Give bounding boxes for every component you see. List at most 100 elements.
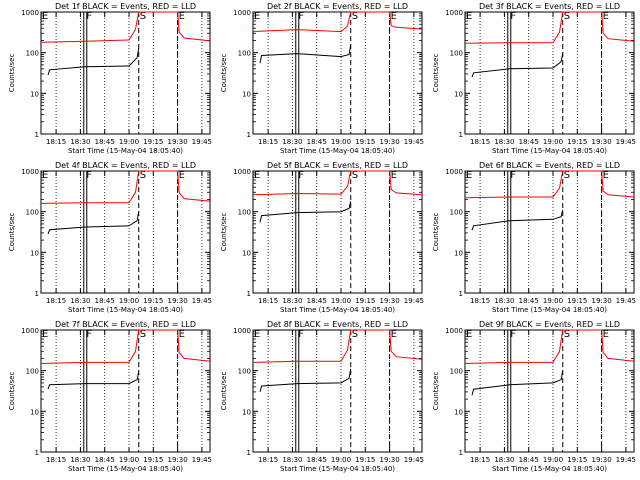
marker-label: E xyxy=(254,11,260,22)
y-tick-label: 1000 xyxy=(21,327,39,335)
marker-label: E xyxy=(391,329,397,340)
x-tick-label: 19:15 xyxy=(143,456,163,464)
marker-label: S xyxy=(352,170,358,181)
marker-label: E xyxy=(603,329,609,340)
x-tick-label: 18:15 xyxy=(46,138,66,146)
panel-6: Det 6f BLACK = Events, RED = LLD 1 10 100 10… xyxy=(432,161,636,314)
x-tick-label: 19:15 xyxy=(567,138,587,146)
plot-frame xyxy=(40,11,211,135)
marker-label: E xyxy=(603,170,609,181)
x-tick-label: 19:15 xyxy=(567,456,587,464)
panel-title: Det 8f BLACK = Events, RED = LLD xyxy=(267,320,408,329)
x-tick-label: 18:45 xyxy=(307,138,327,146)
x-tick-label: 18:15 xyxy=(470,456,490,464)
x-tick-label: 19:30 xyxy=(592,138,612,146)
marker-label: S xyxy=(352,329,358,340)
marker-label: E xyxy=(179,329,185,340)
marker-label: E xyxy=(466,170,472,181)
marker-label: E xyxy=(42,329,48,340)
y-tick-label: 100 xyxy=(238,368,251,376)
marker-label: E xyxy=(42,170,48,181)
x-tick-label: 19:15 xyxy=(355,138,375,146)
x-tick-label: 19:00 xyxy=(119,456,139,464)
marker-label: F xyxy=(86,11,92,22)
x-axis-label: Start Time (15-May-04 18:05:40) xyxy=(492,147,607,155)
x-tick-label: 19:30 xyxy=(380,138,400,146)
x-tick-label: 19:45 xyxy=(404,138,424,146)
x-tick-label: 19:45 xyxy=(192,456,212,464)
x-tick-label: 19:45 xyxy=(404,297,424,305)
y-tick-label: 100 xyxy=(26,368,39,376)
y-tick-label: 100 xyxy=(450,50,463,58)
y-tick-label: 10 xyxy=(30,408,39,416)
panel-1: Det 1f BLACK = Events, RED = LLD 1 10 100 10… xyxy=(8,2,212,155)
y-tick-label: 1 xyxy=(459,131,463,139)
marker-label: E xyxy=(254,170,260,181)
y-tick-label: 100 xyxy=(26,50,39,58)
marker-label: E xyxy=(391,170,397,181)
x-tick-label: 18:45 xyxy=(519,297,539,305)
marker-label: F xyxy=(86,329,92,340)
events-series-line xyxy=(47,47,140,76)
x-tick-label: 18:15 xyxy=(258,297,278,305)
marker-label: S xyxy=(564,329,570,340)
marker-label: E xyxy=(466,329,472,340)
y-axis-label: Counts/sec xyxy=(220,213,228,252)
marker-label: S xyxy=(564,170,570,181)
x-axis-label: Start Time (15-May-04 18:05:40) xyxy=(68,147,183,155)
panel-8: Det 8f BLACK = Events, RED = LLD 1 10 100 10… xyxy=(220,320,424,473)
marker-label: E xyxy=(179,11,185,22)
plot-frame xyxy=(40,329,211,453)
panel-title: Det 9f BLACK = Events, RED = LLD xyxy=(479,320,620,329)
y-tick-label: 10 xyxy=(242,249,251,257)
x-tick-label: 19:00 xyxy=(543,456,563,464)
x-axis-label: Start Time (15-May-04 18:05:40) xyxy=(492,306,607,314)
lld-series-line xyxy=(464,11,635,44)
lld-series-line xyxy=(464,329,635,364)
marker-label: F xyxy=(298,170,304,181)
x-tick-label: 19:45 xyxy=(404,456,424,464)
y-tick-label: 1 xyxy=(35,131,39,139)
y-tick-label: 1 xyxy=(247,290,251,298)
x-tick-label: 18:30 xyxy=(282,138,302,146)
x-tick-label: 19:00 xyxy=(119,297,139,305)
x-tick-label: 19:00 xyxy=(331,297,351,305)
panel-title: Det 6f BLACK = Events, RED = LLD xyxy=(479,161,620,170)
x-tick-label: 19:15 xyxy=(143,297,163,305)
lld-series-line xyxy=(40,170,211,204)
x-tick-label: 18:45 xyxy=(95,297,115,305)
x-axis-label: Start Time (15-May-04 18:05:40) xyxy=(492,465,607,473)
y-axis-label: Counts/sec xyxy=(432,54,440,93)
y-tick-label: 1000 xyxy=(233,9,251,17)
y-axis-label: Counts/sec xyxy=(220,372,228,411)
y-tick-label: 1000 xyxy=(445,327,463,335)
marker-label: E xyxy=(466,11,472,22)
x-tick-label: 18:15 xyxy=(258,138,278,146)
lld-series-line xyxy=(252,11,423,33)
y-tick-label: 10 xyxy=(454,90,463,98)
marker-label: E xyxy=(603,11,609,22)
x-tick-label: 18:45 xyxy=(307,297,327,305)
x-tick-label: 19:15 xyxy=(355,456,375,464)
x-tick-label: 18:30 xyxy=(70,138,90,146)
y-axis-label: Counts/sec xyxy=(220,54,228,93)
lld-series-line xyxy=(40,329,211,364)
x-tick-label: 18:30 xyxy=(494,456,514,464)
y-tick-label: 1000 xyxy=(21,168,39,176)
x-tick-label: 18:30 xyxy=(70,456,90,464)
events-series-line xyxy=(47,371,140,390)
plot-frame xyxy=(464,170,635,294)
x-tick-label: 18:30 xyxy=(282,297,302,305)
y-tick-label: 1 xyxy=(247,131,251,139)
y-tick-label: 10 xyxy=(242,408,251,416)
x-axis-label: Start Time (15-May-04 18:05:40) xyxy=(68,465,183,473)
y-tick-label: 100 xyxy=(450,368,463,376)
y-tick-label: 1000 xyxy=(21,9,39,17)
x-tick-label: 18:15 xyxy=(258,456,278,464)
events-series-line xyxy=(47,211,140,235)
x-tick-label: 18:45 xyxy=(307,456,327,464)
x-tick-label: 19:30 xyxy=(380,297,400,305)
y-tick-label: 100 xyxy=(238,209,251,217)
x-tick-label: 19:15 xyxy=(143,138,163,146)
